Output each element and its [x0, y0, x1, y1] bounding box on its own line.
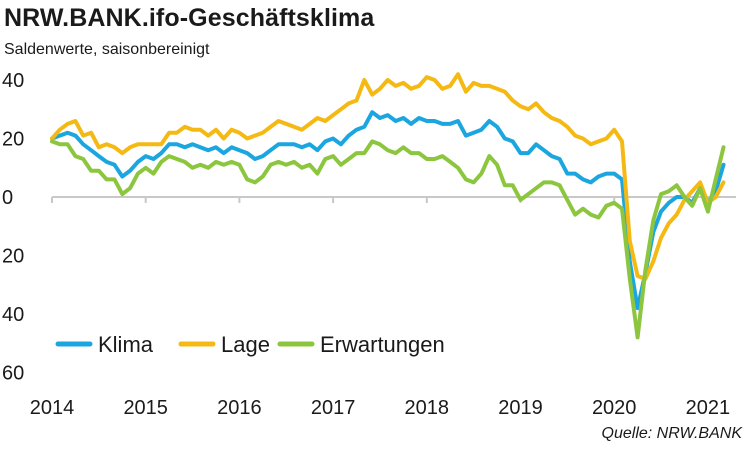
- y-tick-label: 0: [2, 187, 13, 209]
- legend: Klima Lage Erwartungen: [55, 332, 445, 357]
- legend-label-erwartungen: Erwartungen: [320, 332, 445, 357]
- x-tick-label: 2015: [123, 397, 168, 419]
- legend-label-lage: Lage: [221, 332, 270, 357]
- y-tick-label: 20: [2, 129, 24, 151]
- series-line-lage: [50, 72, 726, 281]
- x-tick-label: 2017: [311, 397, 356, 419]
- source-note: Quelle: NRW.BANK: [601, 425, 742, 442]
- y-tick-label: 60: [2, 363, 24, 385]
- chart-subtitle: Saldenwerte, saisonbereinigt: [4, 41, 210, 58]
- x-tick-label: 2016: [217, 397, 262, 419]
- x-tick-label: 2021: [686, 397, 731, 419]
- x-tick-label: 2018: [405, 397, 450, 419]
- series-line-erwartungen: [50, 139, 726, 340]
- chart-title: NRW.BANK.ifo-Geschäftsklima: [4, 4, 375, 32]
- series-layer: [50, 72, 726, 340]
- legend-label-klima: Klima: [98, 332, 154, 357]
- x-tick-label: 2020: [592, 397, 637, 419]
- y-tick-label: 40: [2, 70, 24, 92]
- x-tick-label: 2014: [30, 397, 75, 419]
- y-tick-label: 40: [2, 304, 24, 326]
- x-tick-label: 2019: [498, 397, 543, 419]
- y-tick-label: 20: [2, 246, 24, 268]
- series-line-klima: [50, 110, 726, 311]
